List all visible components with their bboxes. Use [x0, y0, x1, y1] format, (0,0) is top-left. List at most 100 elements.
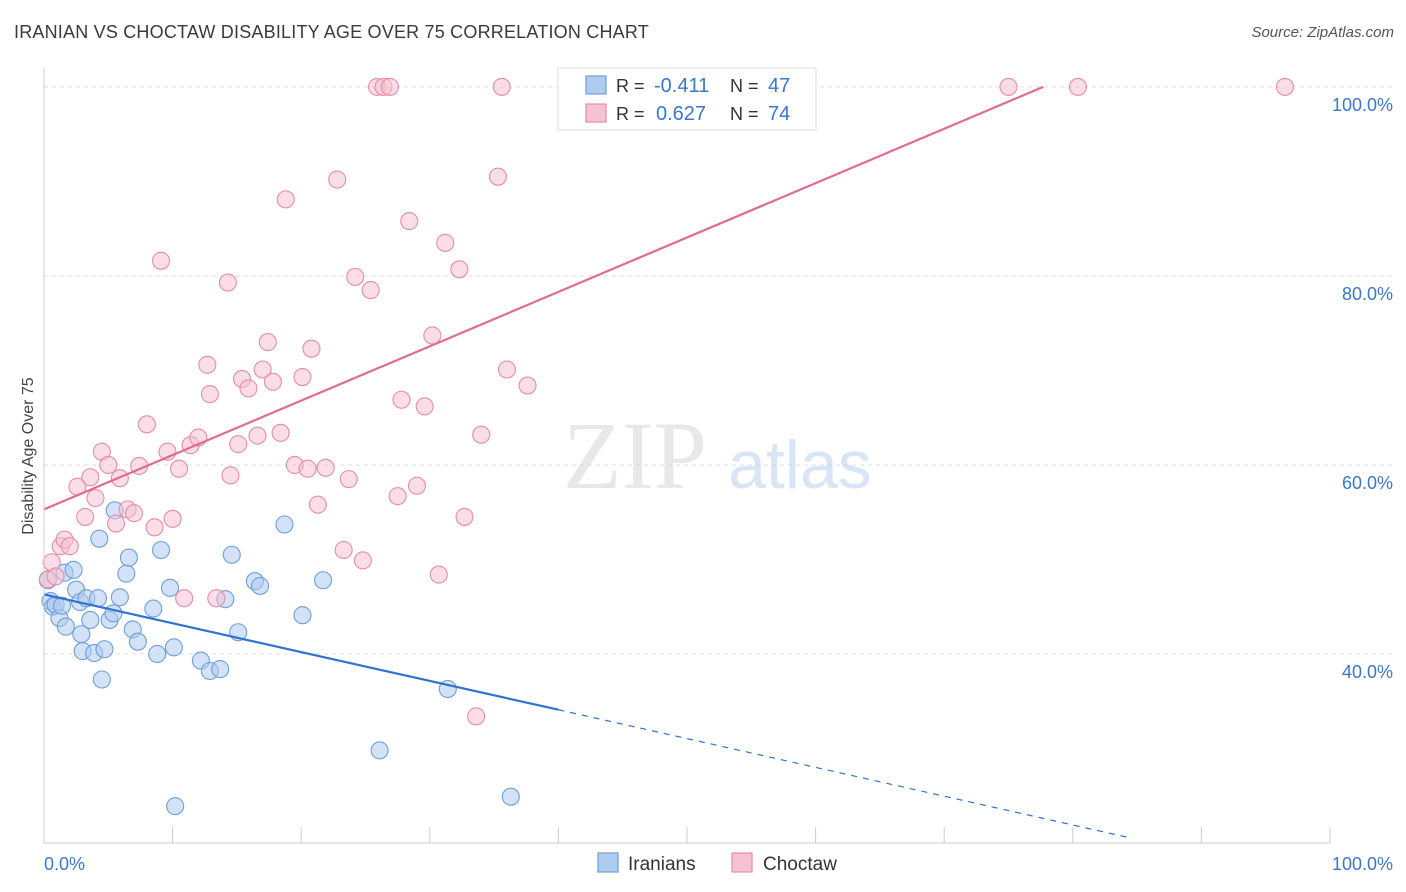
- choctaw-point: [334, 540, 353, 560]
- choctaw-point: [518, 376, 537, 395]
- choctaw-point: [263, 372, 282, 391]
- stats-legend-n-value: 47: [768, 75, 790, 97]
- choctaw-point: [497, 360, 517, 379]
- choctaw-point: [346, 267, 365, 286]
- choctaw-point: [169, 459, 189, 478]
- iranians-point: [64, 560, 83, 579]
- stats-legend-n-value: 74: [768, 103, 790, 125]
- iranians-point: [110, 588, 129, 607]
- choctaw-point: [999, 77, 1018, 96]
- choctaw-point: [253, 360, 272, 379]
- iranians-point: [211, 660, 230, 679]
- legend-swatch-iranians: [597, 852, 619, 873]
- y-tick-label: 40.0%: [1342, 662, 1393, 682]
- choctaw-point: [46, 567, 65, 586]
- stats-legend-r-value: -0.411: [654, 75, 709, 97]
- iranians-point: [501, 787, 520, 806]
- choctaw-point: [200, 385, 219, 404]
- stats-legend-r-value: 0.627: [656, 103, 706, 125]
- choctaw-point: [229, 435, 248, 454]
- legend-label-iranians: Iranians: [628, 854, 696, 875]
- choctaw-point: [361, 281, 380, 300]
- watermark-atlas: atlas: [728, 427, 872, 503]
- axis-layer: 40.0% 60.0% 80.0% 100.0% 0.0% 100.0%: [43, 68, 1393, 874]
- choctaw-point: [423, 326, 442, 345]
- choctaw-point: [258, 333, 277, 352]
- choctaw-point: [339, 470, 358, 489]
- choctaw-point: [163, 509, 182, 528]
- choctaw-point: [450, 260, 469, 279]
- choctaw-point: [380, 77, 399, 96]
- choctaw-point: [298, 459, 317, 478]
- x-tick-label-min: 0.0%: [44, 854, 85, 874]
- choctaw-point: [81, 468, 100, 487]
- choctaw-point: [388, 487, 407, 506]
- iranians-trend-line: [43, 593, 559, 711]
- iranians-point: [128, 632, 147, 651]
- choctaw-point: [60, 537, 79, 556]
- iranians-point: [56, 617, 75, 636]
- legend-swatch-choctaw: [731, 852, 753, 873]
- choctaw-point: [400, 212, 419, 231]
- choctaw-point: [492, 77, 511, 96]
- choctaw-point: [218, 273, 237, 292]
- iranians-point: [52, 596, 72, 615]
- choctaw-point: [271, 423, 290, 442]
- choctaw-point: [308, 495, 327, 514]
- choctaw-point: [76, 507, 95, 526]
- trend-layer: [43, 85, 1133, 839]
- choctaw-point: [124, 504, 144, 523]
- series-legend: Iranians Choctaw: [597, 852, 837, 875]
- iranians-point: [166, 797, 185, 816]
- iranians-point: [90, 529, 109, 548]
- iranians-point: [92, 670, 111, 689]
- choctaw-point: [302, 339, 321, 358]
- choctaw-point: [488, 167, 508, 186]
- iranians-point: [104, 604, 123, 623]
- iranians-point: [95, 640, 114, 659]
- iranians-point: [314, 571, 333, 590]
- choctaw-point: [175, 589, 194, 608]
- choctaw-point: [198, 355, 217, 374]
- grid-layer: [44, 86, 1395, 655]
- iranians-point: [144, 599, 163, 618]
- stats-legend-n-label: N =: [730, 76, 759, 96]
- iranians-point: [293, 606, 312, 625]
- iranians-point: [222, 545, 241, 564]
- choctaw-point: [436, 233, 455, 252]
- choctaw-point: [1275, 77, 1295, 96]
- choctaw-point: [137, 415, 156, 434]
- choctaw-point: [467, 707, 486, 726]
- choctaw-point: [221, 466, 240, 485]
- choctaw-point: [407, 476, 426, 495]
- x-tick-label-max: 100.0%: [1332, 854, 1393, 874]
- iranians-point: [148, 644, 167, 664]
- chart-title: IRANIAN VS CHOCTAW DISABILITY AGE OVER 7…: [14, 22, 649, 42]
- stats-legend: R = -0.411 N = 47 R = 0.627 N = 74: [557, 67, 817, 131]
- choctaw-point: [106, 514, 126, 533]
- iranians-point: [164, 638, 183, 657]
- legend-label-choctaw: Choctaw: [763, 854, 837, 875]
- iranians-point: [151, 540, 171, 560]
- choctaw-point: [145, 518, 164, 537]
- choctaw-point: [472, 425, 491, 444]
- watermark: ZIP atlas: [563, 402, 872, 509]
- points-layer: [38, 77, 1295, 816]
- iranians-point: [275, 515, 294, 534]
- watermark-zip: ZIP: [563, 402, 707, 509]
- iranians-point: [117, 564, 136, 583]
- y-tick-label: 100.0%: [1332, 95, 1393, 115]
- choctaw-point: [151, 251, 171, 270]
- choctaw-point: [248, 426, 267, 445]
- choctaw-point: [455, 507, 474, 526]
- choctaw-point: [86, 488, 105, 508]
- y-tick-label: 60.0%: [1342, 473, 1393, 493]
- choctaw-point: [392, 390, 411, 409]
- choctaw-point: [99, 455, 118, 475]
- source-credit: Source: ZipAtlas.com: [1251, 24, 1394, 41]
- choctaw-point: [328, 170, 347, 189]
- stats-legend-r-label: R =: [616, 104, 645, 124]
- iranians-point: [160, 578, 180, 597]
- iranians-point: [119, 548, 138, 567]
- iranians-point: [250, 576, 270, 595]
